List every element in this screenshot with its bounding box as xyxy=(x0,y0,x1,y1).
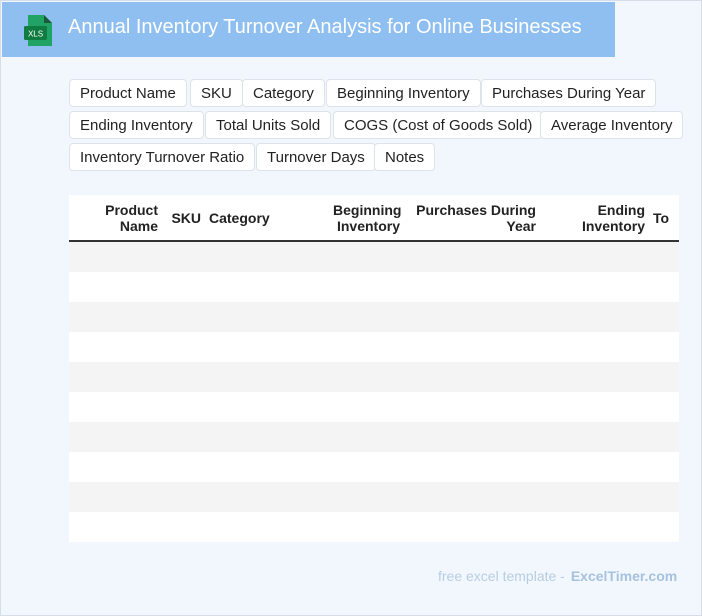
footer-credit: free excel template - ExcelTimer.com xyxy=(438,568,677,584)
column-header[interactable]: To xyxy=(649,195,679,242)
field-tag-inventory-turnover-ratio[interactable]: Inventory Turnover Ratio xyxy=(69,143,256,171)
column-header[interactable]: Beginning Inventory xyxy=(329,195,404,242)
header-banner: XLS Annual Inventory Turnover Analysis f… xyxy=(2,2,615,57)
xls-file-icon: XLS xyxy=(24,15,52,46)
table-row xyxy=(69,272,679,302)
field-tag-product-name[interactable]: Product Name xyxy=(69,79,187,107)
field-tag-beginning-inventory[interactable]: Beginning Inventory xyxy=(326,79,481,107)
column-header[interactable]: Purchases During Year xyxy=(404,195,540,242)
table-row xyxy=(69,362,679,392)
table-row xyxy=(69,392,679,422)
table-header-row: Product Name SKU Category Beginning Invent… xyxy=(69,195,679,242)
field-tag-purchases-during-year[interactable]: Purchases During Year xyxy=(481,79,657,107)
table-row xyxy=(69,302,679,332)
table-row xyxy=(69,452,679,482)
field-tag-ending-inventory[interactable]: Ending Inventory xyxy=(69,111,204,139)
field-tag-category[interactable]: Category xyxy=(242,79,325,107)
field-tag-total-units-sold[interactable]: Total Units Sold xyxy=(205,111,332,139)
footer-brand-link[interactable]: ExcelTimer.com xyxy=(570,568,678,584)
table-row xyxy=(69,422,679,452)
footer-lead-text: free excel template - xyxy=(438,568,565,584)
field-tag-cogs[interactable]: COGS (Cost of Goods Sold) xyxy=(333,111,544,139)
table-row xyxy=(69,482,679,512)
column-header[interactable]: SKU xyxy=(162,195,205,242)
column-header[interactable]: Product Name xyxy=(69,195,162,242)
page-title: Annual Inventory Turnover Analysis for O… xyxy=(68,16,582,38)
table-row xyxy=(69,241,679,272)
field-tag-turnover-days[interactable]: Turnover Days xyxy=(256,143,376,171)
table-row xyxy=(69,512,679,542)
field-tag-notes[interactable]: Notes xyxy=(374,143,436,171)
column-header[interactable]: Ending Inventory xyxy=(540,195,649,242)
table-row xyxy=(69,332,679,362)
inventory-table-container[interactable]: Product Name SKU Category Beginning Invent… xyxy=(69,195,679,542)
column-header[interactable]: Category xyxy=(205,195,329,242)
xls-icon-label: XLS xyxy=(28,30,43,39)
inventory-table: Product Name SKU Category Beginning Invent… xyxy=(69,195,679,542)
field-tag-sku[interactable]: SKU xyxy=(190,79,243,107)
field-tag-average-inventory[interactable]: Average Inventory xyxy=(540,111,684,139)
